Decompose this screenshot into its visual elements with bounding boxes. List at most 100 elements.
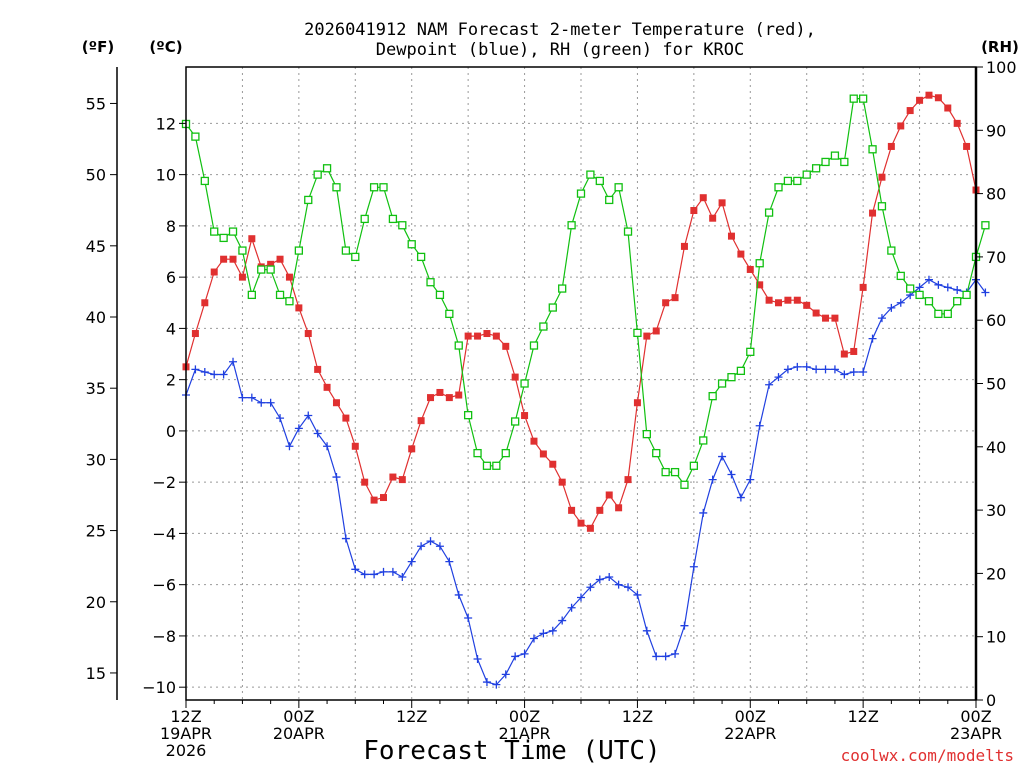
rh-point [774,183,783,192]
x-tick-label: 19APR [160,724,212,743]
temperature-point [850,347,858,355]
series-rh [181,94,990,489]
axes-layer: −10 −8 −6 −4 −2 0 2 4 6 8 10 12 15 20 25 30 35 40 45 50 55 0 1… [86,58,1017,760]
dewpoint-point [407,557,416,566]
temperature-point [756,281,764,289]
dewpoint-point [473,654,482,663]
temperature-point [521,412,529,420]
dewpoint-point [642,626,651,635]
rh-point [840,157,849,167]
rh-point [689,461,699,470]
temperature-point [737,250,745,258]
rh-point [332,183,341,192]
temperature-point [389,473,397,481]
rh-point [736,366,746,375]
temperature-point [605,491,613,499]
rh-point [426,278,435,287]
rh-point [360,214,369,224]
rh-tick-label: 80 [986,185,1006,204]
x-tick-label: 23APR [950,724,1002,743]
rh-tick-label: 60 [986,311,1006,330]
dewpoint-point [689,562,698,571]
dewpoint-point [539,629,548,638]
dewpoint-point [746,475,755,484]
dewpoint-point [313,429,322,438]
temperature-point [210,268,218,276]
celsius-tick-label: 4 [166,319,176,338]
temperature-point [718,199,726,207]
dewpoint-point [924,275,933,284]
rh-point [200,176,209,186]
rh-point [529,341,539,350]
rh-point [727,373,736,382]
rh-point [858,94,868,103]
fahrenheit-tick-label: 35 [86,379,106,398]
rh-point [501,448,510,458]
rh-point [595,176,604,186]
temperature-point [652,327,660,335]
grid-lines [186,67,976,700]
dewpoint-point [520,649,529,658]
temperature-point [925,91,933,99]
celsius-tick-label: 2 [166,371,176,390]
rh-point [539,322,548,331]
fahrenheit-tick-label: 40 [86,308,106,327]
temperature-point [530,437,538,445]
rh-point [934,309,943,319]
rh-line [185,97,986,486]
rh-point [943,309,952,319]
rh-point [416,252,426,262]
dewpoint-point [755,421,764,430]
rh-point [210,227,219,236]
temperature-point [690,207,698,215]
dewpoint-point [915,283,924,292]
fahrenheit-tick-label: 20 [86,593,106,612]
fahrenheit-tick-label: 30 [86,450,106,469]
dewpoint-point [351,565,360,574]
temperature-point [643,332,651,340]
fahrenheit-tick-label: 45 [86,237,106,256]
rh-point [285,297,294,306]
rh-point [623,227,633,236]
celsius-tick-label: −10 [142,678,176,697]
celsius-tick-label: 12 [156,114,176,133]
temperature-point [662,299,670,307]
rh-point [228,227,238,236]
dewpoint-point [586,583,595,592]
dewpoint-point [802,362,811,371]
x-tick-label: 21APR [499,724,551,743]
x-tick-label: 00Z [960,707,991,726]
temperature-point [417,417,425,425]
temperature-point [633,399,641,407]
dewpoint-point [624,583,633,592]
x-tick-label: 00Z [509,707,540,726]
temperature-point [380,494,387,502]
rh-point [717,379,727,388]
dewpoint-point [529,634,538,643]
temperature-point [370,496,378,504]
temperature-point [727,232,735,240]
series-temperature [182,91,980,532]
dewpoint-point [605,572,614,581]
rh-point [341,246,351,255]
rh-tick-label: 40 [986,438,1006,457]
rh-point [981,221,990,230]
temperature-point [455,391,463,399]
temperature-point [558,478,566,486]
temperature-point [963,142,971,150]
temperature-point [361,478,369,486]
series-layer [181,91,990,689]
temperature-point [586,524,594,532]
rh-point [191,132,200,141]
rh-point [642,429,651,439]
temperature-point [229,255,237,263]
temperature-point [332,399,340,407]
dewpoint-point [548,626,557,635]
temperature-point [953,119,961,127]
rh-point [313,170,322,179]
dewpoint-point [877,314,886,323]
rh-point [482,461,492,470]
fahrenheit-tick-label: 50 [86,166,106,185]
dewpoint-point [849,367,858,376]
dewpoint-point [266,398,275,407]
